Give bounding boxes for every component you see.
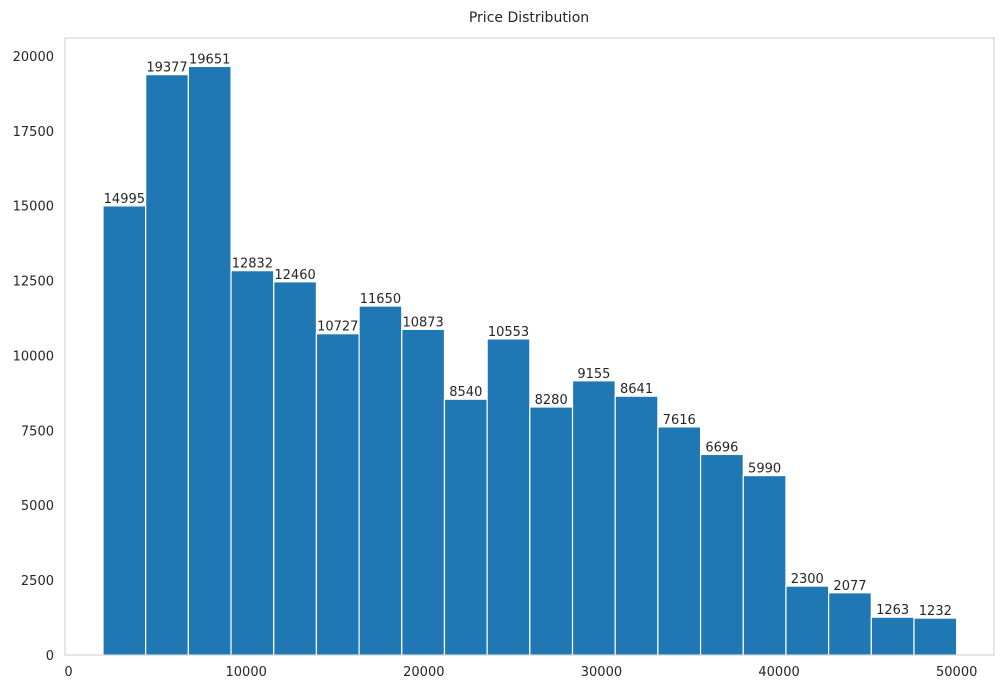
x-tick-label: 40000 bbox=[758, 665, 799, 680]
y-tick-label: 12500 bbox=[13, 275, 54, 290]
bar-value-label: 6696 bbox=[705, 440, 738, 455]
y-axis: 0 2500 5000 7500 10000 12500 15000 17500 20000 bbox=[13, 50, 54, 664]
histogram-bar bbox=[358, 305, 403, 656]
histogram-bar bbox=[230, 270, 275, 656]
histogram-bar bbox=[742, 474, 787, 656]
y-tick-label: 5000 bbox=[21, 499, 54, 514]
bar-value-label: 10553 bbox=[488, 325, 529, 340]
x-axis: 0 10000 20000 30000 40000 50000 bbox=[64, 665, 977, 680]
x-tick-label: 30000 bbox=[581, 665, 622, 680]
histogram-bar bbox=[785, 585, 830, 656]
bar-value-label: 1263 bbox=[876, 603, 909, 618]
x-tick-label: 50000 bbox=[936, 665, 977, 680]
y-tick-label: 0 bbox=[46, 649, 54, 664]
y-tick-label: 20000 bbox=[13, 50, 54, 65]
histogram-bar bbox=[145, 74, 189, 656]
bar-value-label: 1232 bbox=[919, 604, 952, 619]
bar-value-label: 5990 bbox=[748, 462, 781, 477]
histogram-bar bbox=[870, 616, 915, 656]
bar-value-label: 2300 bbox=[791, 572, 824, 587]
histogram-bar bbox=[315, 333, 360, 656]
histogram-bar bbox=[529, 406, 574, 656]
histogram-bar bbox=[187, 65, 232, 656]
y-tick-label: 10000 bbox=[13, 349, 54, 364]
histogram-bar bbox=[401, 328, 446, 656]
histogram-bar bbox=[486, 338, 531, 656]
histogram-bar bbox=[443, 398, 488, 656]
y-tick-label: 7500 bbox=[21, 424, 54, 439]
x-tick-label: 0 bbox=[64, 665, 72, 680]
histogram-bar bbox=[913, 617, 958, 656]
bar-value-label: 10873 bbox=[402, 315, 443, 330]
bar-value-label: 8280 bbox=[535, 393, 568, 408]
bar-value-label: 19377 bbox=[146, 61, 187, 76]
histogram-bar bbox=[614, 395, 659, 656]
chart-title: Price Distribution bbox=[469, 10, 589, 26]
bar-value-label: 7616 bbox=[663, 413, 696, 428]
bar-value-label: 2077 bbox=[833, 579, 866, 594]
histogram-bar bbox=[102, 205, 147, 656]
x-tick-label: 20000 bbox=[403, 665, 444, 680]
bar-value-label: 8641 bbox=[620, 382, 653, 397]
bar-value-label: 12832 bbox=[232, 257, 273, 272]
bar-value-label: 8540 bbox=[449, 385, 482, 400]
bar-value-label: 14995 bbox=[104, 192, 145, 207]
x-tick-label: 10000 bbox=[226, 665, 267, 680]
bar-value-label: 19651 bbox=[189, 52, 230, 67]
histogram-bar bbox=[828, 592, 872, 656]
histogram-bar bbox=[571, 380, 616, 656]
histogram-bar bbox=[273, 281, 318, 656]
bars bbox=[102, 65, 958, 656]
y-tick-label: 2500 bbox=[21, 574, 54, 589]
bar-value-label: 12460 bbox=[274, 268, 315, 283]
bar-value-label: 10727 bbox=[317, 320, 358, 335]
y-tick-label: 17500 bbox=[13, 125, 54, 140]
bar-value-label: 9155 bbox=[577, 367, 610, 382]
bar-value-label: 11650 bbox=[360, 292, 401, 307]
histogram-bar bbox=[699, 453, 744, 656]
plot-frame bbox=[64, 37, 995, 656]
y-tick-label: 15000 bbox=[13, 200, 54, 215]
histogram-bar bbox=[657, 426, 702, 656]
